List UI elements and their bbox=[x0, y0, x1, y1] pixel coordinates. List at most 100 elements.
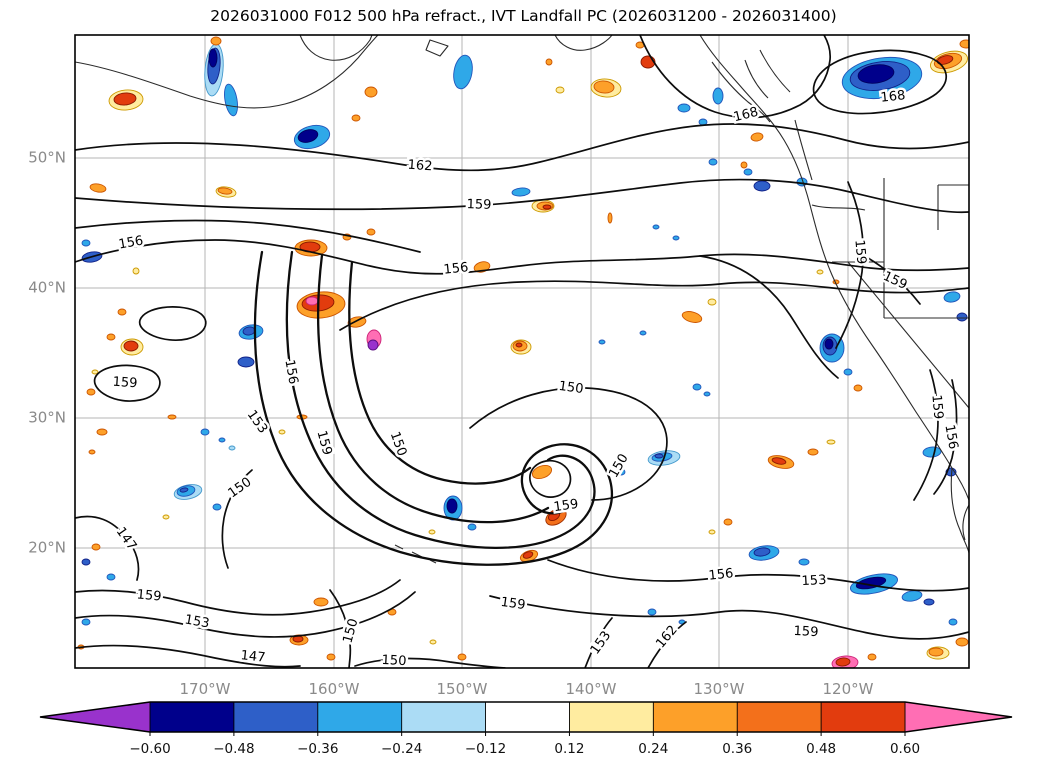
lon-tick-label: 150°W bbox=[437, 680, 488, 698]
coastline bbox=[711, 61, 771, 123]
shading-blob bbox=[91, 369, 99, 375]
colorbar-tick-label: 0.12 bbox=[554, 741, 584, 757]
contour-label: 159 bbox=[851, 239, 868, 265]
shading-blob bbox=[167, 414, 177, 420]
colorbar-segment bbox=[401, 702, 487, 732]
contour-line bbox=[529, 459, 572, 498]
contour-label: 162 bbox=[407, 158, 433, 175]
colorbar-tick-label: 0.60 bbox=[890, 741, 920, 757]
contour-label: 159 bbox=[500, 595, 527, 613]
lat-tick-label: 20°N bbox=[28, 539, 66, 557]
contour-label: 156 bbox=[117, 233, 144, 252]
shading-blob bbox=[467, 523, 477, 531]
shading-blob bbox=[351, 114, 361, 122]
colorbar-tick-label: 0.36 bbox=[722, 741, 752, 757]
lat-tick-label: 30°N bbox=[28, 409, 66, 427]
shading-blob bbox=[698, 118, 708, 126]
shading-blob bbox=[652, 224, 660, 230]
contour-line bbox=[933, 379, 958, 495]
shading-blob bbox=[428, 529, 436, 535]
shading-blob bbox=[200, 428, 210, 436]
contour-line bbox=[75, 123, 969, 172]
contour-line bbox=[489, 595, 969, 640]
shading-blob bbox=[740, 161, 748, 169]
coastline bbox=[759, 49, 791, 93]
shading-blob bbox=[677, 103, 691, 113]
shading-blob bbox=[113, 92, 137, 106]
shading-blob bbox=[297, 129, 319, 143]
shading-blob bbox=[364, 86, 378, 98]
shading-blob bbox=[522, 551, 534, 559]
coastline bbox=[425, 39, 449, 57]
shading-blob bbox=[367, 339, 379, 351]
shading-blob bbox=[771, 457, 787, 465]
shading-blob bbox=[798, 558, 810, 566]
shading-blob bbox=[305, 296, 319, 306]
contour-label: 159 bbox=[112, 375, 138, 392]
coastline bbox=[847, 261, 969, 409]
coastline bbox=[794, 119, 813, 181]
chart-title: 2026031000 F012 500 hPa refract., IVT La… bbox=[210, 7, 837, 25]
coastline bbox=[950, 467, 969, 554]
shading-blob bbox=[750, 132, 764, 142]
shading-blob bbox=[639, 330, 647, 336]
lat-tick-label: 50°N bbox=[28, 149, 66, 167]
colorbar-segment bbox=[150, 702, 235, 732]
contour-label: 159 bbox=[881, 269, 910, 293]
shading-blob bbox=[347, 316, 367, 328]
shading-blob bbox=[654, 453, 664, 459]
lon-tick-label: 130°W bbox=[694, 680, 745, 698]
contour-line bbox=[75, 591, 416, 638]
coastline bbox=[699, 35, 969, 501]
shading-blob bbox=[278, 429, 286, 435]
contour-line bbox=[835, 181, 865, 349]
contour-label: 159 bbox=[928, 394, 945, 420]
shading-blob bbox=[943, 291, 961, 303]
shading-blob bbox=[853, 384, 863, 392]
shading-blob bbox=[123, 340, 139, 352]
shading-blob bbox=[857, 64, 895, 84]
coastlines bbox=[75, 35, 969, 564]
shading-blob bbox=[218, 437, 226, 443]
coastline bbox=[744, 59, 769, 99]
colorbar-segment bbox=[821, 702, 906, 732]
contour-line bbox=[469, 387, 668, 501]
shading-blob bbox=[542, 204, 552, 210]
contour-line bbox=[867, 257, 921, 305]
contour-label: 153 bbox=[244, 408, 271, 437]
colorbar-segment bbox=[317, 702, 403, 732]
shading-blob bbox=[117, 308, 127, 316]
shading-blob bbox=[313, 597, 329, 607]
colorbar-outline bbox=[39, 701, 1013, 733]
shading-blob bbox=[835, 657, 851, 667]
colorbar-extend-left bbox=[40, 702, 150, 732]
colorbar-extend-right bbox=[905, 702, 1012, 732]
shading-blob bbox=[956, 312, 968, 322]
contour-label: 156 bbox=[941, 423, 960, 450]
shading-blob bbox=[132, 267, 140, 275]
shading-blob bbox=[826, 439, 836, 445]
shading-blob bbox=[901, 590, 923, 602]
lat-tick-label: 40°N bbox=[28, 279, 66, 297]
shading-blob bbox=[88, 449, 96, 455]
shading-blob bbox=[81, 558, 91, 566]
lon-tick-label: 120°W bbox=[823, 680, 874, 698]
contour-line bbox=[75, 644, 301, 668]
colorbar-tick-label: −0.36 bbox=[297, 741, 338, 757]
contour-line bbox=[75, 515, 140, 581]
contour-lines bbox=[75, 35, 969, 668]
contour-line bbox=[329, 589, 352, 668]
shading-blob bbox=[179, 487, 189, 493]
shading-blob bbox=[647, 608, 657, 616]
shading-blob bbox=[948, 618, 958, 626]
shading-blob bbox=[453, 54, 473, 90]
contour-line bbox=[699, 255, 839, 379]
shading-blob bbox=[162, 514, 170, 520]
contour-label: 150 bbox=[558, 379, 585, 397]
colorbar-tick-label: 0.24 bbox=[638, 741, 668, 757]
shading-blob bbox=[81, 618, 91, 626]
contour-line bbox=[584, 617, 613, 668]
colorbar-segment bbox=[737, 702, 822, 732]
contour-line bbox=[647, 621, 687, 668]
